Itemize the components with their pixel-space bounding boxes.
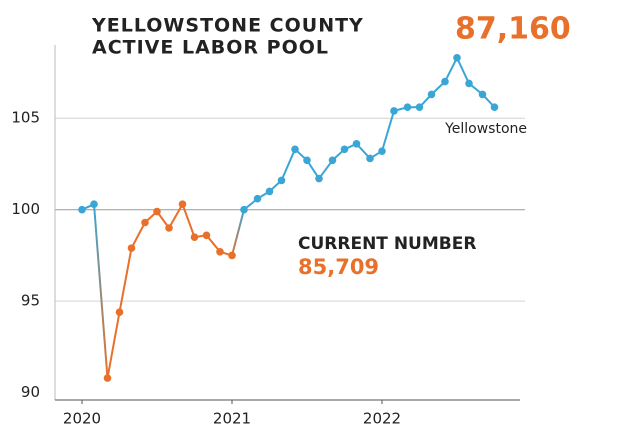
data-point (190, 233, 199, 241)
annotation-value: 85,709 (298, 255, 379, 279)
line-segment (280, 148, 296, 181)
data-point (277, 176, 286, 185)
line-segment (93, 204, 109, 379)
line-segment (130, 222, 146, 249)
y-tick-label: 95 (21, 292, 40, 310)
data-point (315, 174, 323, 183)
data-point (427, 90, 436, 99)
x-tick-label: 2022 (363, 410, 401, 428)
data-point (403, 103, 412, 112)
data-point (141, 218, 149, 227)
line-segment (381, 110, 395, 152)
data-point (415, 103, 424, 112)
chart-title: ACTIVE LABOR POOL (92, 37, 329, 59)
data-point (202, 231, 211, 240)
data-point (253, 194, 262, 203)
y-tick-label: 105 (11, 109, 40, 127)
data-point (378, 147, 386, 155)
annotation-label: CURRENT NUMBER (298, 234, 476, 254)
y-tick-label: 90 (21, 383, 40, 401)
data-point (103, 374, 112, 382)
headline-value: 87,160 (455, 12, 571, 47)
data-point (328, 156, 337, 165)
line-segment (168, 203, 184, 229)
data-point (390, 107, 398, 115)
series-label: Yellowstone (444, 121, 527, 137)
data-point (291, 145, 299, 154)
data-point (178, 200, 187, 209)
data-point (78, 205, 86, 214)
data-point (115, 308, 124, 316)
line-segment (444, 57, 458, 83)
data-point (366, 154, 374, 163)
data-point (340, 145, 349, 154)
data-point (352, 140, 361, 148)
data-point (127, 244, 136, 252)
line-segment (118, 247, 133, 313)
data-point (165, 224, 173, 232)
x-tick-label: 2021 (213, 410, 251, 428)
line-segment (106, 311, 121, 379)
data-point (478, 90, 487, 99)
data-point (228, 251, 236, 260)
data-point (240, 205, 248, 214)
data-point (265, 187, 274, 196)
data-point (303, 156, 311, 165)
data-point (490, 103, 499, 112)
line-segment (181, 203, 196, 238)
x-tick-label: 2020 (63, 410, 101, 428)
data-point (90, 200, 98, 209)
data-point (216, 247, 224, 256)
data-point (441, 77, 449, 86)
chart-title: YELLOWSTONE COUNTY (91, 15, 364, 37)
y-tick-label: 100 (11, 200, 40, 218)
data-point (453, 54, 461, 62)
data-point (153, 207, 161, 216)
line-segment (231, 209, 245, 256)
line-segment (456, 57, 470, 84)
data-point (465, 79, 473, 88)
